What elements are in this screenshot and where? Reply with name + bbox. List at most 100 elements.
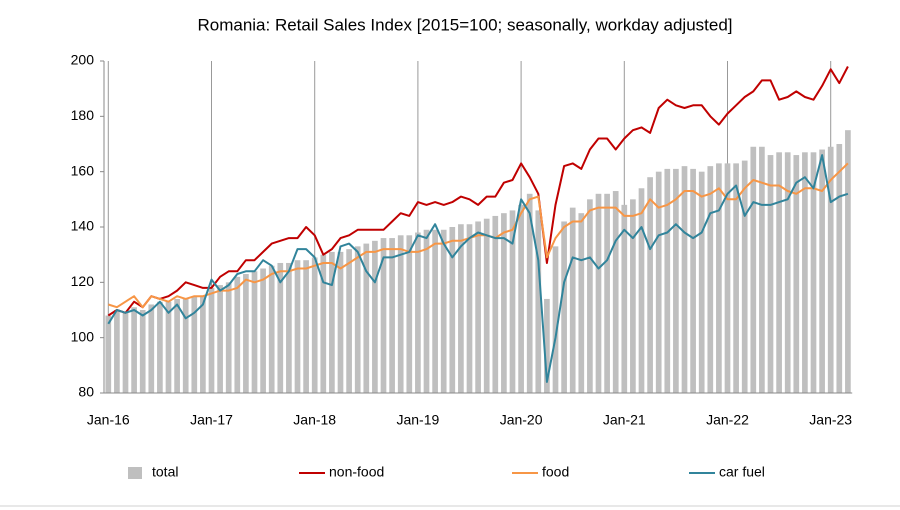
legend-label: total — [152, 464, 178, 480]
bar — [492, 215, 499, 393]
bar — [759, 146, 765, 393]
bar — [552, 246, 559, 393]
bar — [415, 232, 421, 393]
bar — [793, 155, 800, 393]
bar — [621, 204, 628, 393]
bar — [191, 296, 198, 393]
bar — [286, 262, 292, 393]
bar — [518, 204, 524, 393]
bar — [750, 146, 757, 393]
bar — [595, 193, 602, 393]
bar — [776, 152, 782, 393]
bar — [423, 229, 430, 393]
line — [108, 162, 849, 309]
bar — [311, 257, 318, 393]
bar — [802, 152, 808, 393]
x-tick-label: Jan-22 — [706, 412, 749, 428]
bar — [526, 193, 533, 393]
bar — [251, 271, 258, 393]
bar — [819, 149, 825, 393]
x-tick-label: Jan-19 — [396, 412, 439, 428]
bar — [182, 298, 189, 393]
bar — [483, 218, 490, 393]
bar — [320, 254, 327, 393]
legend-label: non-food — [329, 464, 384, 480]
y-tick-label: 120 — [71, 273, 95, 289]
x-tick-label: Jan-16 — [87, 412, 130, 428]
bar — [733, 163, 739, 393]
x-tick-label: Jan-20 — [500, 412, 543, 428]
bar — [337, 251, 344, 393]
line — [107, 66, 849, 317]
bar — [200, 296, 206, 393]
bar — [509, 210, 516, 393]
bar — [647, 177, 653, 393]
bar — [561, 221, 567, 393]
bar — [114, 310, 120, 393]
y-tick-label: 100 — [71, 328, 95, 344]
bar — [329, 251, 335, 393]
bar — [716, 163, 722, 393]
bar — [784, 152, 791, 393]
x-tick-label: Jan-23 — [809, 412, 852, 428]
bar — [174, 298, 180, 393]
bar — [638, 188, 645, 393]
bar — [569, 207, 576, 393]
bar — [217, 285, 223, 393]
bar — [208, 287, 215, 393]
x-tick-label: Jan-21 — [603, 412, 646, 428]
bar — [105, 315, 112, 393]
bar — [501, 213, 507, 393]
y-tick-label: 80 — [78, 384, 94, 400]
bar — [767, 155, 774, 393]
chart-title: Romania: Retail Sales Index [2015=100; s… — [197, 15, 732, 34]
bar — [449, 227, 456, 393]
legend-label: food — [542, 464, 569, 480]
bar — [346, 249, 352, 393]
bar — [630, 199, 636, 393]
bar — [845, 130, 851, 393]
bar — [380, 238, 387, 393]
bar — [604, 193, 610, 393]
y-tick-label: 180 — [71, 107, 95, 123]
bar — [458, 224, 464, 393]
bar — [707, 166, 714, 393]
bar — [406, 235, 413, 393]
bar — [148, 304, 155, 393]
bar — [475, 221, 481, 393]
bar — [827, 146, 834, 393]
bar — [363, 243, 370, 393]
bar — [587, 199, 593, 393]
bar — [354, 246, 361, 393]
bar — [612, 191, 619, 393]
bar — [157, 301, 163, 393]
bar — [698, 171, 705, 393]
bar — [741, 160, 748, 393]
bar — [440, 229, 447, 393]
bar — [466, 224, 473, 393]
bar — [810, 152, 817, 393]
bar — [122, 312, 129, 393]
bar — [131, 307, 137, 393]
x-tick-label: Jan-17 — [190, 412, 233, 428]
bar — [544, 298, 550, 393]
x-tick-label: Jan-18 — [293, 412, 336, 428]
bar — [139, 310, 146, 393]
bar — [724, 163, 731, 393]
bar — [294, 260, 301, 393]
y-tick-label: 140 — [71, 218, 95, 234]
bar — [234, 276, 241, 393]
bar — [268, 265, 275, 393]
bar — [243, 274, 249, 393]
bar — [535, 210, 542, 393]
bar — [673, 168, 679, 393]
legend-label: car fuel — [719, 464, 765, 480]
legend-swatch — [128, 467, 142, 479]
bar — [165, 301, 172, 393]
bar — [260, 268, 266, 393]
bar — [690, 168, 696, 393]
bar — [389, 238, 395, 393]
bar — [836, 144, 843, 393]
bar — [372, 240, 378, 393]
